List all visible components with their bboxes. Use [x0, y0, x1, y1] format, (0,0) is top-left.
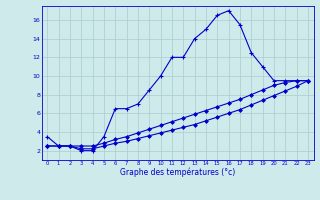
X-axis label: Graphe des températures (°c): Graphe des températures (°c) [120, 168, 235, 177]
